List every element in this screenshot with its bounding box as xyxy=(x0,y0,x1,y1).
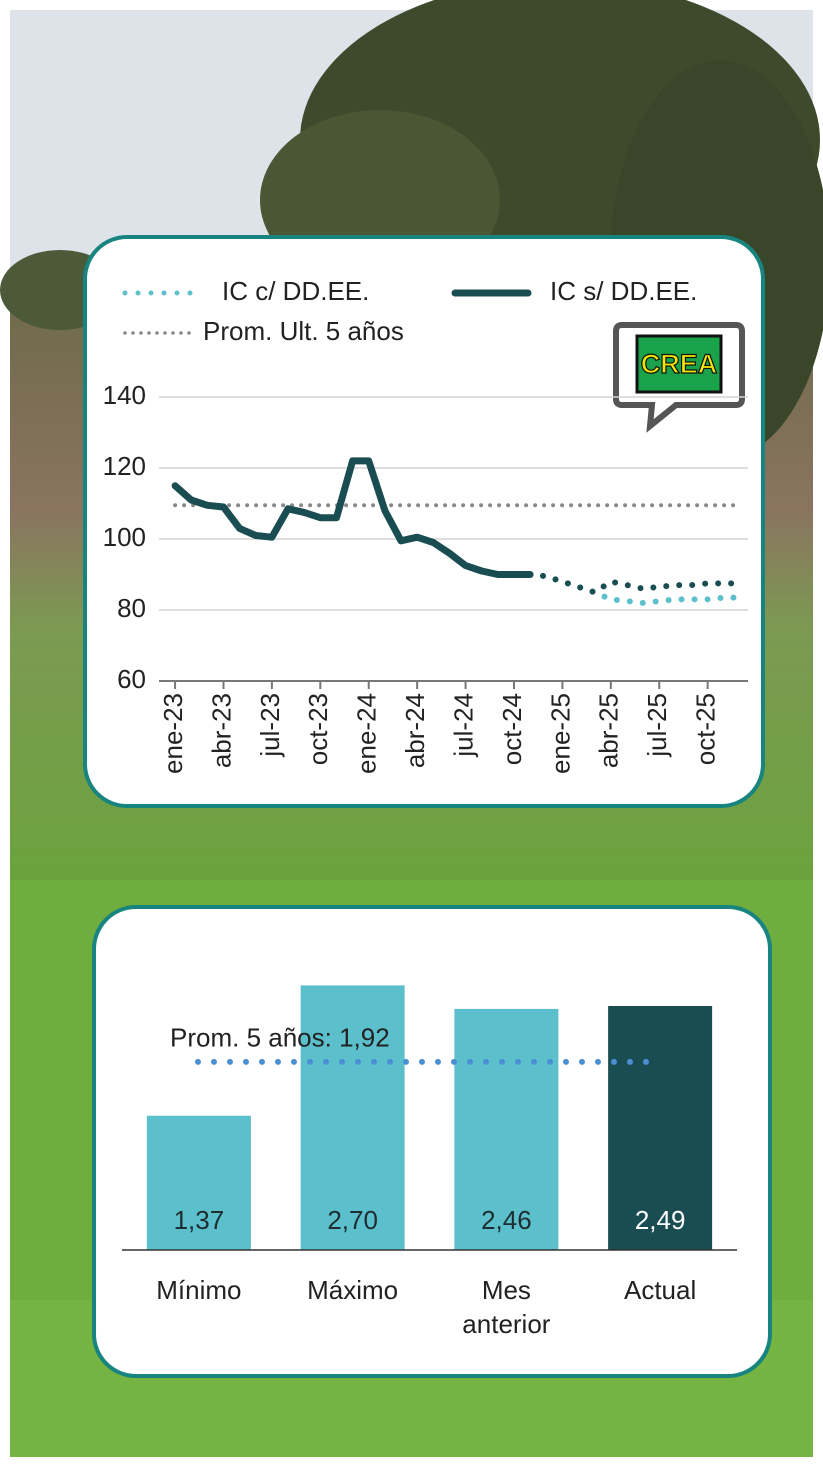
bar-chart-card xyxy=(92,905,772,1378)
value-label: 2,70 xyxy=(327,1205,378,1235)
x-tick-label: jul-25 xyxy=(642,693,672,758)
y-tick-label: 100 xyxy=(103,522,146,552)
value-label: 2,46 xyxy=(481,1205,532,1235)
x-tick-label: Máximo xyxy=(307,1275,399,1305)
dotted-line xyxy=(527,571,743,596)
logo-text: CREA xyxy=(641,349,718,379)
bar xyxy=(146,1115,251,1250)
bar xyxy=(454,1008,559,1250)
crea-logo: CREA xyxy=(613,322,745,433)
x-tick-label: oct-23 xyxy=(303,693,333,765)
solid-line xyxy=(171,457,534,578)
x-tick-label: jul-23 xyxy=(255,693,285,758)
x-tick-label: Mes anterior xyxy=(462,1275,551,1339)
x-tick-label: abr-24 xyxy=(400,693,430,768)
legend-label: IC c/ DD.EE. xyxy=(222,276,369,306)
x-tick-label: ene-25 xyxy=(545,693,575,774)
x-tick-label: oct-24 xyxy=(497,693,527,765)
line-chart-card xyxy=(83,235,765,808)
y-tick-label: 80 xyxy=(117,593,146,623)
reference-label: Prom. 5 años: 1,92 xyxy=(170,1023,390,1053)
y-tick-label: 60 xyxy=(117,664,146,694)
x-tick-label: ene-23 xyxy=(158,693,188,774)
value-label: 1,37 xyxy=(174,1205,225,1235)
y-tick-label: 140 xyxy=(103,380,146,410)
x-tick-label: oct-25 xyxy=(691,693,721,765)
y-tick-label: 120 xyxy=(103,451,146,481)
x-tick-label: Mínimo xyxy=(156,1275,242,1305)
x-tick-label: ene-24 xyxy=(352,693,382,774)
x-tick-label: abr-23 xyxy=(206,693,236,768)
x-tick-label: abr-25 xyxy=(594,693,624,768)
legend-label: Prom. Ult. 5 años xyxy=(203,316,404,346)
x-tick-label: Actual xyxy=(623,1275,697,1305)
x-tick-label: jul-24 xyxy=(448,693,478,758)
value-label: 2,49 xyxy=(635,1205,686,1235)
legend-label: IC s/ DD.EE. xyxy=(550,276,697,306)
bar xyxy=(300,985,405,1250)
bar xyxy=(608,1005,713,1250)
